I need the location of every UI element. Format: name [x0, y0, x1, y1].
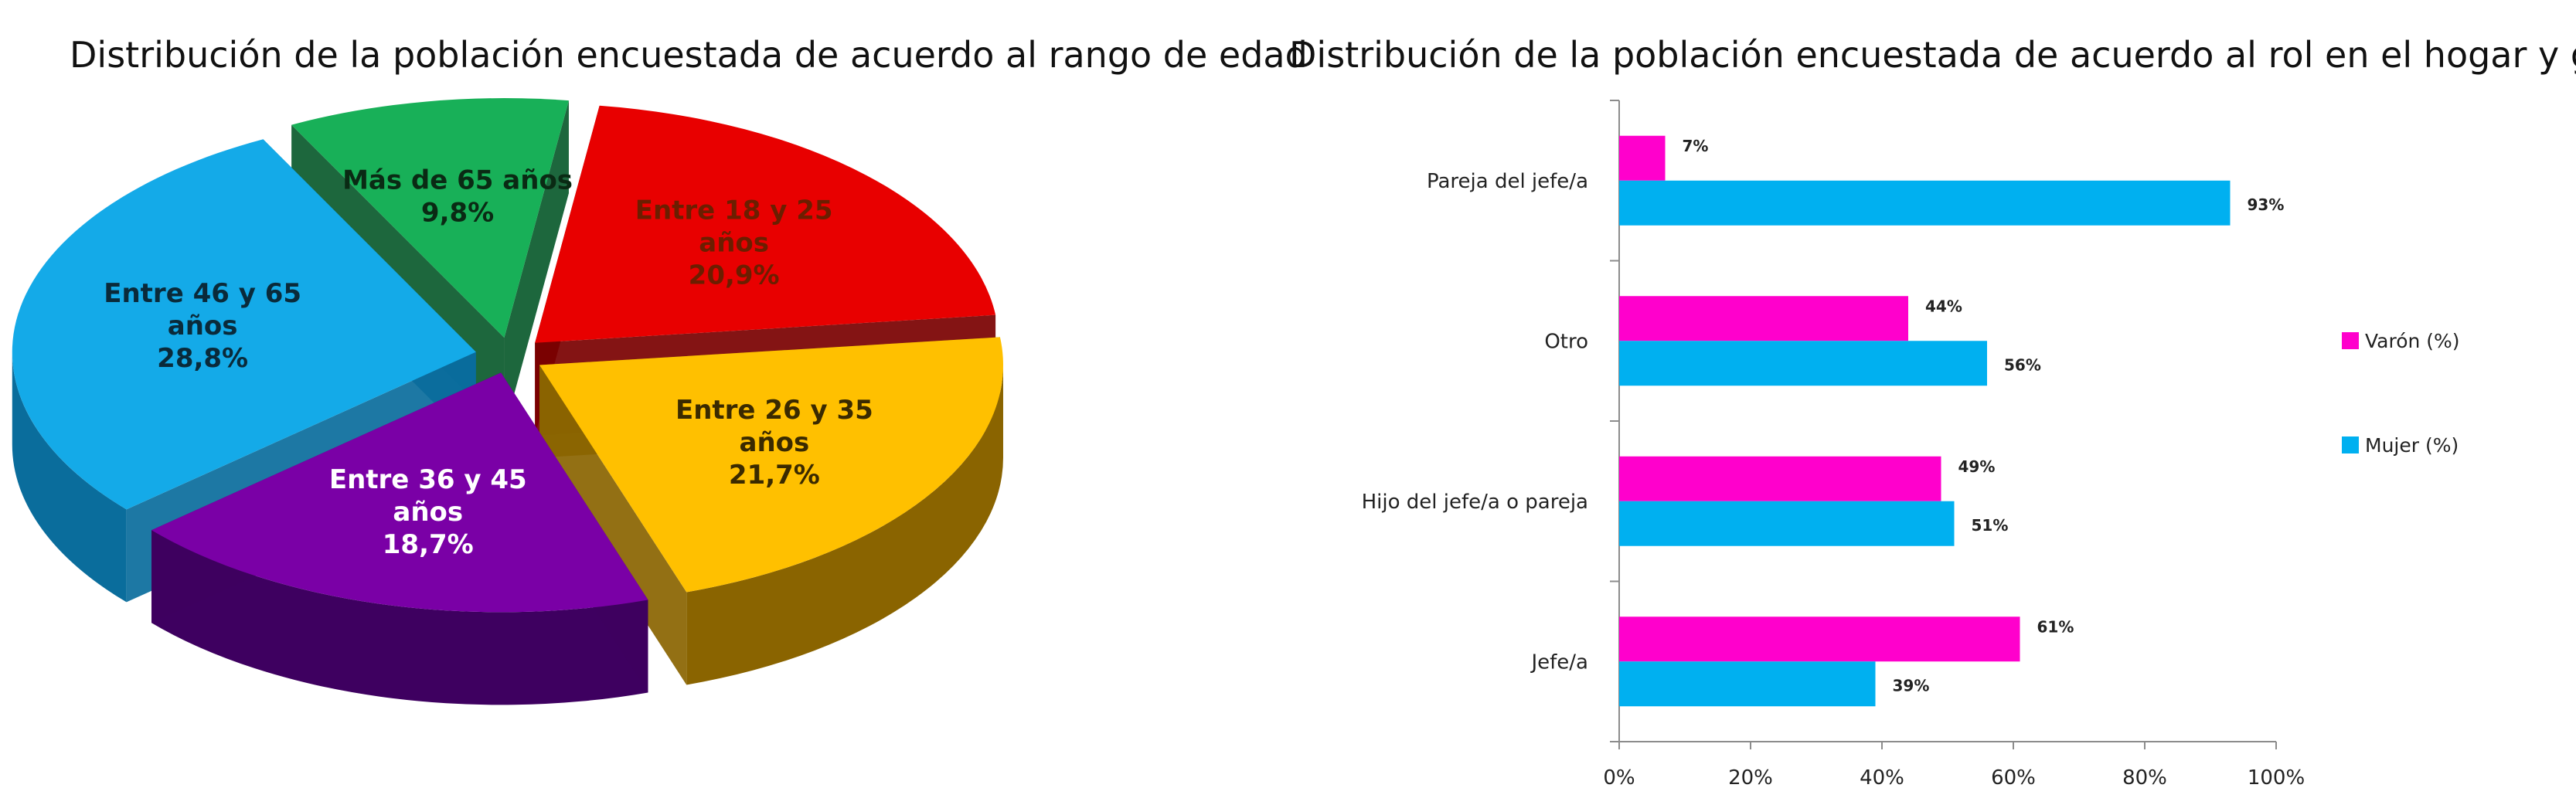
bar — [1619, 661, 1876, 707]
pie-slice-top — [12, 139, 476, 510]
pie-slice-label: Entre 46 y 65 años 28,8% — [104, 278, 301, 374]
legend-swatch — [2342, 436, 2359, 453]
legend-label: Mujer (%) — [2365, 434, 2459, 457]
bar-data-label: 61% — [2037, 617, 2074, 636]
x-tick-label: 0% — [1603, 766, 1635, 788]
category-label: Pareja del jefe/a — [1427, 170, 1588, 193]
bar — [1619, 296, 1908, 341]
bar — [1619, 341, 1987, 386]
pie-slice-wall — [504, 100, 569, 431]
legend-swatch — [2342, 332, 2359, 349]
bar-data-label: 51% — [1972, 516, 2009, 535]
pie-slice: Entre 36 y 45 años 18,7% — [151, 372, 648, 705]
pie-slice-top — [539, 337, 1003, 593]
bar-chart-title: Distribución de la población encuestada … — [1289, 34, 2576, 76]
pie-slice-top — [291, 98, 569, 338]
pie-slice-label: Entre 36 y 45 años 18,7% — [329, 464, 527, 560]
pie-slice-side — [686, 365, 1003, 685]
bar-data-label: 39% — [1893, 676, 1930, 695]
pie-slice: Entre 26 y 35 años 21,7% — [539, 337, 1003, 685]
role-gender-bar-chart: 0% 20% 40% 60% 80% 100% Pareja del jefe/a 7% 93%… — [1362, 100, 2460, 788]
bar-data-label: 56% — [2004, 355, 2041, 374]
pie-slice-top — [151, 372, 648, 613]
pie-slice-wall — [539, 365, 687, 685]
category-label: Jefe/a — [1530, 650, 1588, 674]
category-label: Otro — [1544, 330, 1588, 353]
bar-data-label: 49% — [1958, 457, 1996, 476]
bar-data-label: 93% — [2248, 195, 2285, 214]
bar — [1619, 180, 2231, 226]
pie-chart-title: Distribución de la población encuestada … — [70, 34, 1308, 76]
pie-slice-top — [535, 105, 996, 343]
category-label: Hijo del jefe/a o pareja — [1362, 491, 1588, 514]
bar — [1619, 135, 1666, 181]
x-tick-label: 40% — [1860, 766, 1904, 788]
bar-data-label: 44% — [1925, 297, 1962, 315]
bar — [1619, 616, 2020, 662]
bar — [1619, 501, 1955, 546]
x-tick-label: 20% — [1728, 766, 1773, 788]
pie-slice-side — [12, 352, 127, 603]
bar-data-label: 7% — [1683, 137, 1709, 155]
x-tick-label: 60% — [1991, 766, 2036, 788]
age-pie-chart: Más de 65 años 9,8% Entre 18 y 25 años 20,9%… — [12, 98, 1003, 705]
pie-slice-label: Entre 26 y 35 años 21,7% — [675, 395, 873, 491]
pie-slice-label: Más de 65 años 9,8% — [342, 165, 573, 229]
pie-slice-label: Entre 18 y 25 años 20,9% — [635, 195, 833, 291]
x-tick-label: 100% — [2248, 766, 2305, 788]
bar — [1619, 456, 1941, 501]
legend-label: Varón (%) — [2365, 330, 2460, 352]
pie-slice-side — [151, 530, 648, 705]
x-tick-label: 80% — [2122, 766, 2167, 788]
